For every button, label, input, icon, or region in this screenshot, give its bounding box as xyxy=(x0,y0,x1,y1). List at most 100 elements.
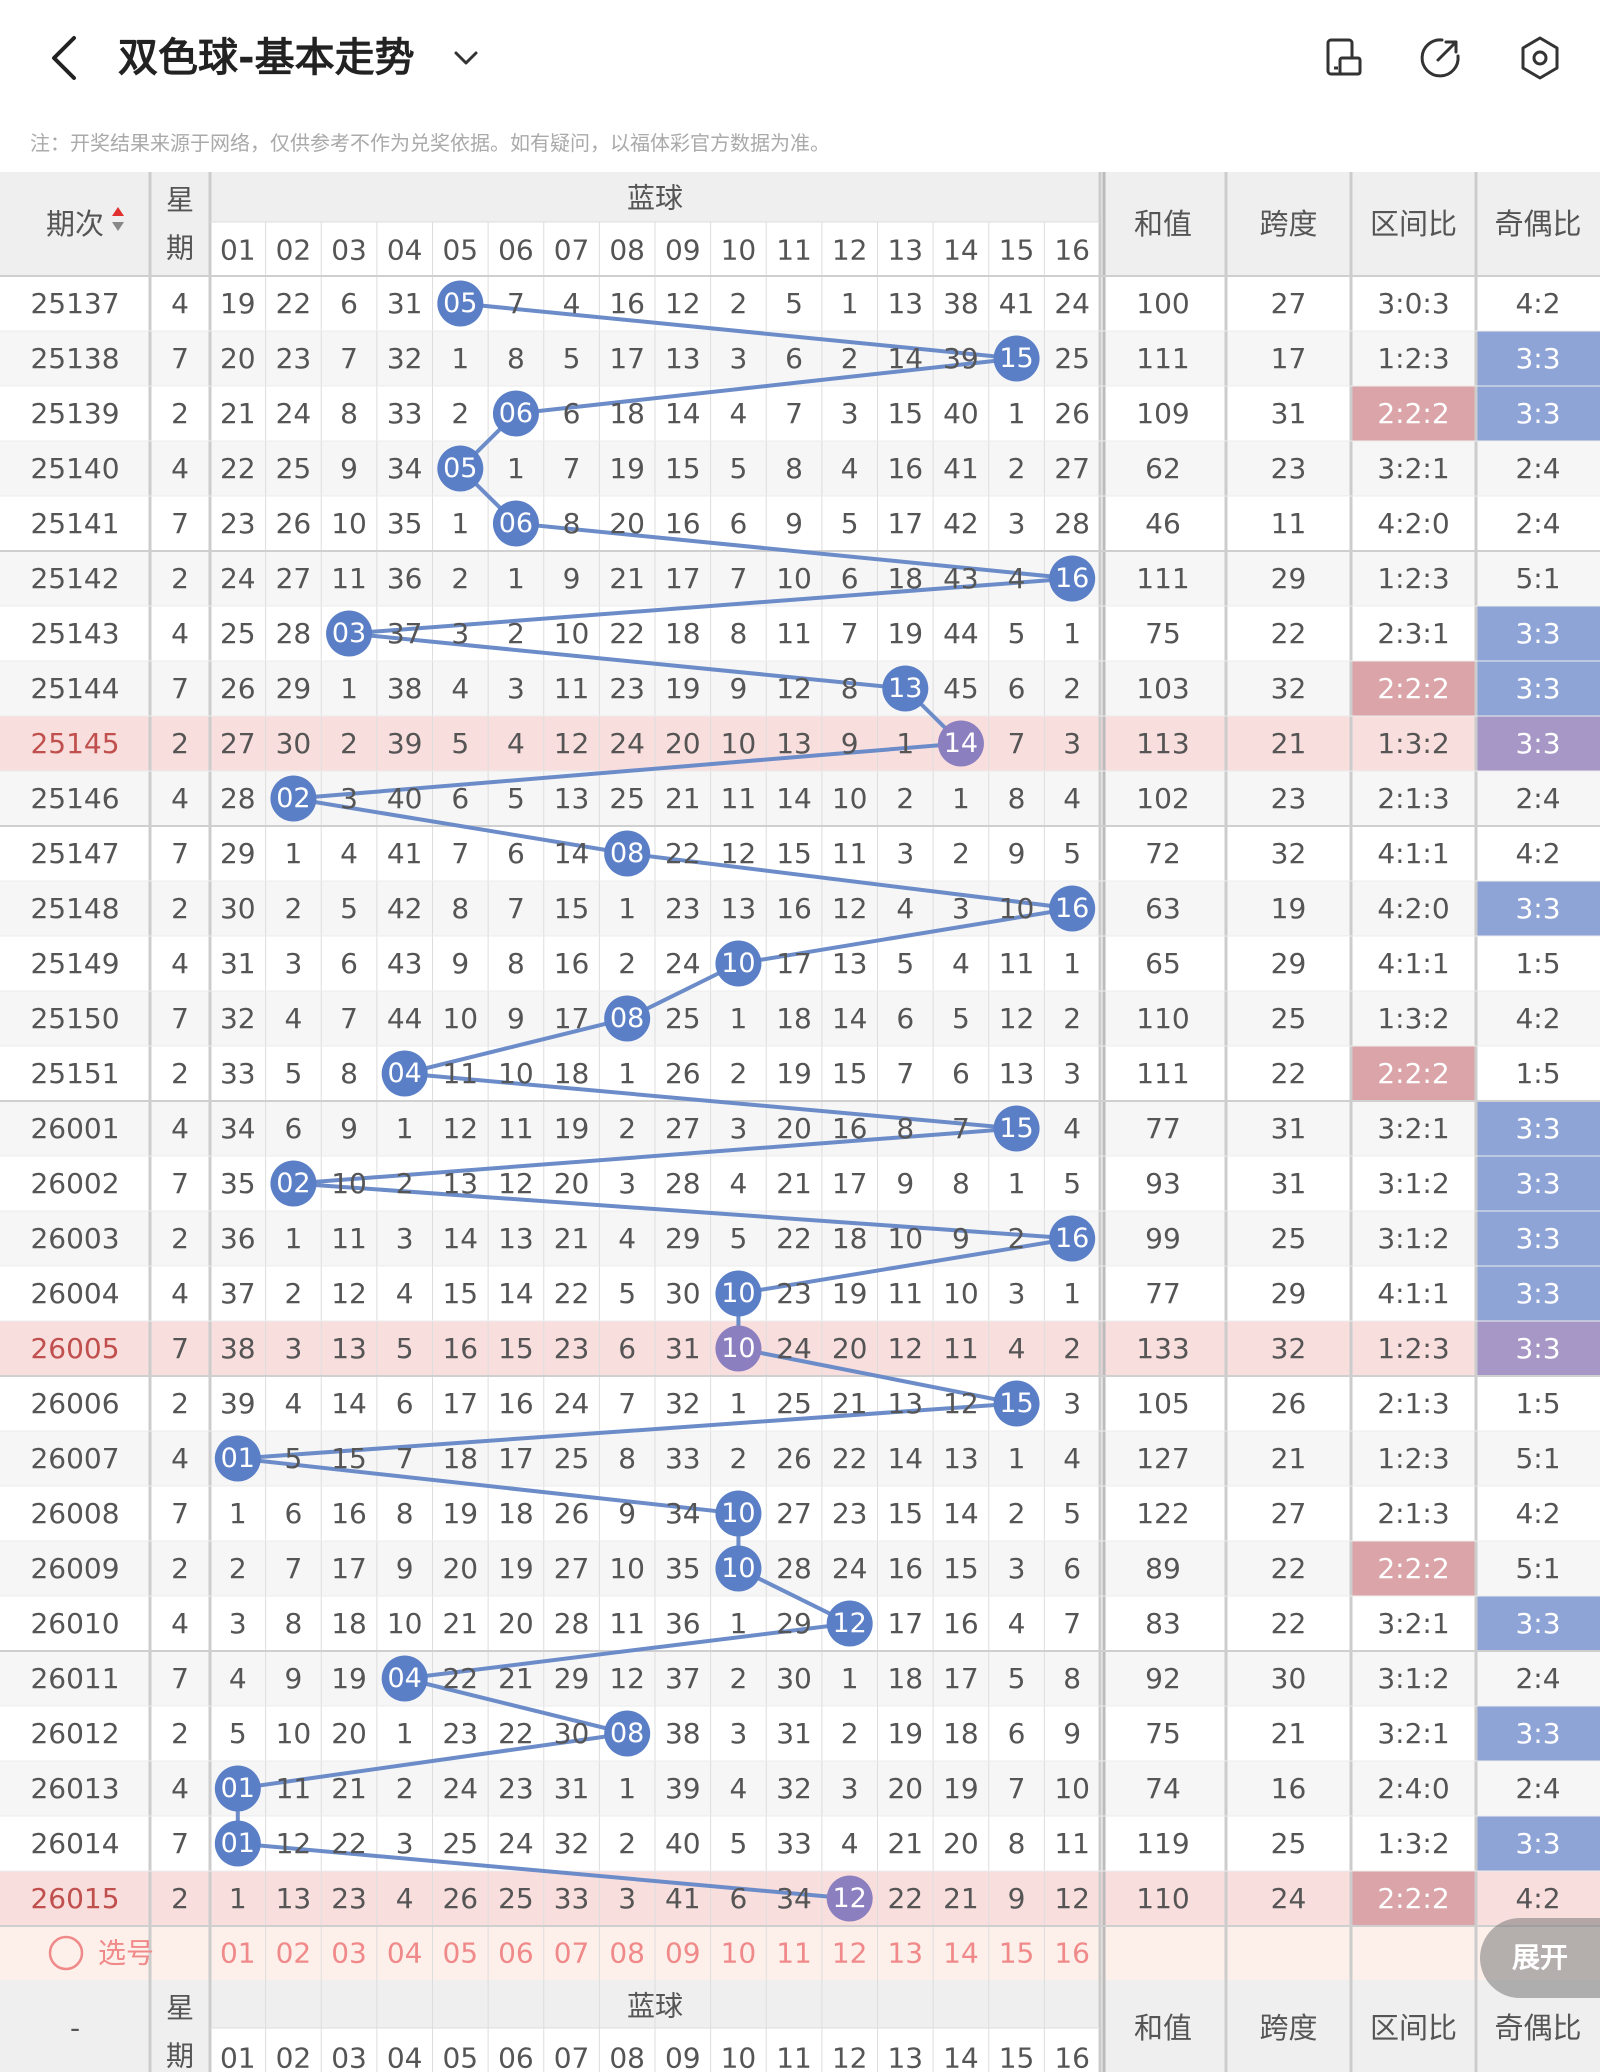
miss-count-cell: 5 xyxy=(1063,1497,1081,1530)
table-row[interactable]: 25140 4 22 25 9 34 05 1 7 19 15 5 8 4 16 41 2 27 62 23 3:2:1… xyxy=(30,445,1561,492)
select-number[interactable]: 04 xyxy=(387,1937,423,1970)
select-number[interactable]: 01 xyxy=(220,1937,256,1970)
miss-count-cell: 4 xyxy=(841,452,859,485)
table-row-bg xyxy=(0,716,1600,771)
oe-highlight xyxy=(1476,1816,1600,1871)
table-row[interactable]: 26008 7 1 6 16 8 19 18 26 9 34 10 27 23 15 14 2 5 122 27 2:1… xyxy=(30,1490,1561,1537)
sort-down-icon[interactable] xyxy=(112,222,124,231)
blue-ball xyxy=(1049,555,1096,602)
select-number[interactable]: 15 xyxy=(999,1937,1035,1970)
table-row[interactable]: 25143 4 25 28 03 37 3 2 10 22 18 8 11 7 19 44 5 1 75 22 2:3:… xyxy=(30,610,1561,657)
select-number[interactable]: 10 xyxy=(721,1937,757,1970)
table-row[interactable]: 26005 7 38 3 13 5 16 15 23 6 31 10 24 20 12 11 4 2 133 32 1:… xyxy=(30,1325,1561,1372)
table-row[interactable]: 25141 7 23 26 10 35 1 06 8 20 16 6 9 5 17 42 3 28 46 11 4:2:… xyxy=(30,500,1561,547)
table-row[interactable]: 26013 4 01 11 21 2 24 23 31 1 39 4 32 3 20 19 7 10 74 16 2:4… xyxy=(30,1765,1561,1812)
select-label[interactable]: 选号 xyxy=(98,1937,154,1970)
phone-layout-icon[interactable] xyxy=(1320,34,1368,82)
table-row[interactable]: 25147 7 29 1 4 41 7 6 14 08 22 12 15 11 3 2 9 5 72 32 4:1:1 4… xyxy=(30,830,1561,877)
table-row[interactable]: 26011 7 4 9 19 04 22 21 29 12 37 2 30 1 18 17 5 8 92 30 3:1:… xyxy=(30,1655,1561,1702)
select-number[interactable]: 03 xyxy=(331,1937,367,1970)
table-row[interactable]: 26003 2 36 1 11 3 14 13 21 4 29 5 22 18 10 9 2 16 99 25 3:1:… xyxy=(30,1215,1561,1262)
table-row[interactable]: 26010 4 3 8 18 10 21 20 28 11 36 1 29 12 17 16 4 7 83 22 3:2… xyxy=(30,1600,1561,1647)
miss-count-cell: 9 xyxy=(785,507,803,540)
select-number[interactable]: 09 xyxy=(665,1937,701,1970)
page-title[interactable]: 双色球-基本走势 xyxy=(118,35,415,81)
settings-icon[interactable] xyxy=(1516,34,1564,82)
weekday-cell: 7 xyxy=(171,1167,189,1200)
miss-count-cell: 21 xyxy=(442,1607,478,1640)
miss-count-cell: 8 xyxy=(785,452,803,485)
miss-count-cell: 9 xyxy=(618,1497,636,1530)
table-row[interactable]: 25144 7 26 29 1 38 4 3 11 23 19 9 12 8 13 45 6 2 103 32 2:2:… xyxy=(30,665,1561,712)
oe-highlight xyxy=(1476,1211,1600,1266)
table-row[interactable]: 25137 4 19 22 6 31 05 7 4 16 12 2 5 1 13 38 41 24 100 27 3:0… xyxy=(30,280,1561,327)
table-row[interactable]: 26002 7 35 02 10 2 13 12 20 3 28 4 21 17 9 8 1 5 93 31 3:1:2… xyxy=(30,1160,1561,1207)
miss-count-cell: 12 xyxy=(442,1112,478,1145)
table-row[interactable]: 26004 4 37 2 12 4 15 14 22 5 30 10 23 19 11 10 3 1 77 29 4:1… xyxy=(30,1270,1561,1317)
blue-ball-number: 04 xyxy=(388,1663,422,1694)
select-number[interactable]: 12 xyxy=(832,1937,868,1970)
dropdown-chevron-icon[interactable] xyxy=(448,40,484,76)
expand-button[interactable]: 展开 xyxy=(1480,1918,1600,1998)
miss-count-cell: 23 xyxy=(498,1772,534,1805)
back-chevron-icon[interactable] xyxy=(40,28,90,88)
select-radio-icon[interactable] xyxy=(48,1935,84,1971)
miss-count-cell: 19 xyxy=(665,672,701,705)
share-icon[interactable] xyxy=(1416,34,1464,82)
table-row[interactable]: 26014 7 01 12 22 3 25 24 32 2 40 5 33 4 21 20 8 11 119 25 1:… xyxy=(30,1820,1561,1867)
oddeven-cell: 5:1 xyxy=(1515,562,1560,595)
miss-count-cell: 6 xyxy=(1008,1717,1026,1750)
zone-cell: 4:1:1 xyxy=(1377,1277,1449,1310)
miss-count-cell: 28 xyxy=(554,1607,590,1640)
table-row[interactable]: 25151 2 33 5 8 04 11 10 18 1 26 2 19 15 7 6 13 3 111 22 2:2:… xyxy=(30,1050,1561,1097)
table-row[interactable]: 26007 4 01 5 15 7 18 17 25 8 33 2 26 22 14 13 1 4 127 21 1:2… xyxy=(30,1435,1561,1482)
table-row[interactable]: 25145 2 27 30 2 39 5 4 12 24 20 10 13 9 1 14 7 3 113 21 1:3:… xyxy=(30,720,1561,767)
period-cell: 26001 xyxy=(30,1112,119,1145)
select-number[interactable]: 11 xyxy=(776,1937,812,1970)
select-number[interactable]: 06 xyxy=(498,1937,534,1970)
miss-count-cell: 24 xyxy=(776,1332,812,1365)
miss-count-cell: 41 xyxy=(999,287,1035,320)
miss-count-cell: 7 xyxy=(1008,727,1026,760)
span-cell: 29 xyxy=(1271,947,1307,980)
table-row[interactable]: 25149 4 31 3 6 43 9 8 16 2 24 10 17 13 5 4 11 1 65 29 4:1:1 1… xyxy=(30,940,1561,987)
blue-ball-number: 10 xyxy=(721,1553,755,1584)
select-number[interactable]: 05 xyxy=(442,1937,478,1970)
table-row[interactable]: 26001 4 34 6 9 1 12 11 19 2 27 3 20 16 8 7 15 4 77 31 3:2:1 3… xyxy=(30,1105,1561,1152)
oe-highlight xyxy=(1476,881,1600,936)
span-cell: 22 xyxy=(1271,1607,1307,1640)
select-number[interactable]: 08 xyxy=(609,1937,645,1970)
table-row[interactable]: 25138 7 20 23 7 32 1 8 5 17 13 3 6 2 14 39 15 25 111 17 1:2:… xyxy=(30,335,1561,382)
table-row[interactable]: 26009 2 2 7 17 9 20 19 27 10 35 10 28 24 16 15 3 6 89 22 2:2… xyxy=(30,1545,1561,1592)
select-number[interactable]: 02 xyxy=(276,1937,312,1970)
select-number[interactable]: 07 xyxy=(554,1937,590,1970)
table-row[interactable]: 25148 2 30 2 5 42 8 7 15 1 23 13 16 12 4 3 10 16 63 19 4:2:0… xyxy=(30,885,1561,932)
table-row[interactable]: 25142 2 24 27 11 36 2 1 9 21 17 7 10 6 18 43 4 16 111 29 1:2… xyxy=(30,555,1561,602)
span-cell: 29 xyxy=(1271,1277,1307,1310)
oddeven-cell: 1:5 xyxy=(1515,947,1560,980)
table-row[interactable]: 25146 4 28 02 3 40 6 5 13 25 21 11 14 10 2 1 8 4 102 23 2:1:… xyxy=(30,775,1561,822)
select-number[interactable]: 14 xyxy=(943,1937,979,1970)
miss-count-cell: 23 xyxy=(220,507,256,540)
sort-up-icon[interactable] xyxy=(112,207,124,216)
table-row[interactable]: 26006 2 39 4 14 6 17 16 24 7 32 1 25 21 13 12 15 3 105 26 2:… xyxy=(30,1380,1561,1427)
weekday-cell: 4 xyxy=(171,1607,189,1640)
miss-count-cell: 23 xyxy=(609,672,645,705)
select-number[interactable]: 16 xyxy=(1054,1937,1090,1970)
miss-count-cell: 8 xyxy=(340,1057,358,1090)
blue-ball-number: 15 xyxy=(999,1388,1033,1419)
oddeven-cell: 2:4 xyxy=(1515,782,1560,815)
blue-number-header: 05 xyxy=(442,234,478,267)
miss-count-cell: 5 xyxy=(896,947,914,980)
table-row[interactable]: 26012 2 5 10 20 1 23 22 30 08 38 3 31 2 19 18 6 9 75 21 3:2:… xyxy=(30,1710,1561,1757)
miss-count-cell: 22 xyxy=(498,1717,534,1750)
zone-cell: 3:2:1 xyxy=(1377,1607,1449,1640)
select-number[interactable]: 13 xyxy=(887,1937,923,1970)
blue-number-header: 05 xyxy=(442,2042,478,2072)
miss-count-cell: 17 xyxy=(665,562,701,595)
table-row-bg xyxy=(0,1871,1600,1926)
miss-count-cell: 2 xyxy=(730,287,748,320)
table-row[interactable]: 25139 2 21 24 8 33 2 06 6 18 14 4 7 3 15 40 1 26 109 31 2:2:… xyxy=(30,390,1561,437)
table-row[interactable]: 26015 2 1 13 23 4 26 25 33 3 41 6 34 12 22 21 9 12 110 24 2:… xyxy=(30,1875,1561,1922)
table-row[interactable]: 25150 7 32 4 7 44 10 9 17 08 25 1 18 14 6 5 12 2 110 25 1:3:… xyxy=(30,995,1561,1042)
